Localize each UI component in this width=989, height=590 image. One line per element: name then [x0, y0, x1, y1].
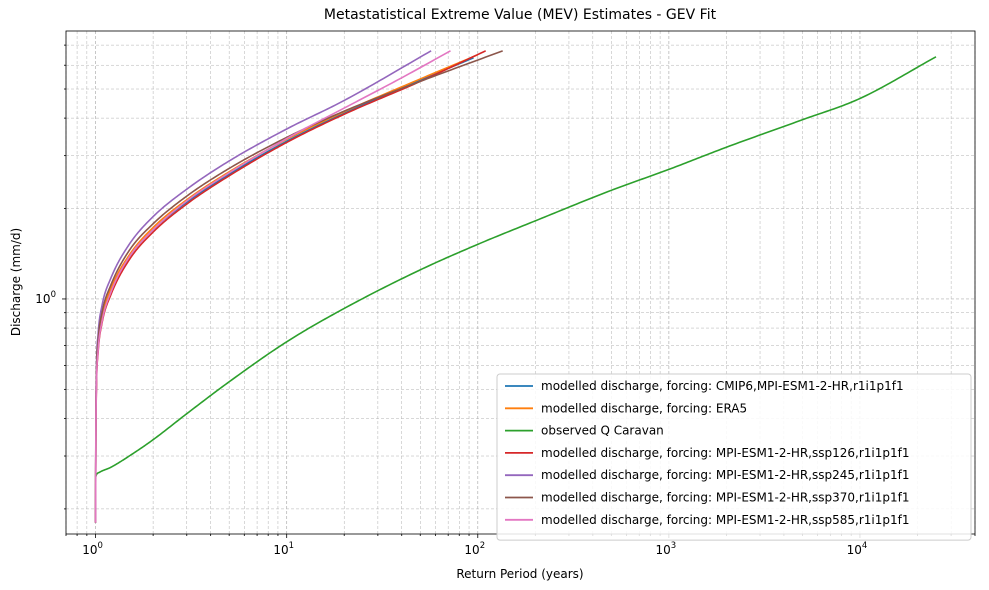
series-group: [94, 50, 937, 523]
legend-label-5: modelled discharge, forcing: MPI-ESM1-2-…: [541, 468, 909, 482]
grid-major: [66, 31, 975, 534]
axis-ticks: 100 101 102 103 104 100: [35, 44, 976, 557]
series-line-7: [94, 50, 451, 523]
series-line-3: [94, 56, 937, 478]
series-line-1: [94, 57, 474, 523]
legend-label-2: modelled discharge, forcing: ERA5: [541, 401, 747, 415]
y-axis-label: Discharge (mm/d): [9, 228, 23, 336]
legend-label-7: modelled discharge, forcing: MPI-ESM1-2-…: [541, 513, 909, 527]
x-tick-label: 104: [847, 541, 868, 557]
x-tick-label: 100: [82, 541, 103, 557]
series-line-6: [94, 50, 503, 523]
x-axis-label: Return Period (years): [456, 567, 583, 581]
legend: modelled discharge, forcing: CMIP6,MPI-E…: [496, 373, 972, 541]
x-tick-label: 102: [464, 541, 485, 557]
y-tick-label: 100: [35, 290, 56, 306]
legend-box: [496, 373, 972, 541]
legend-label-6: modelled discharge, forcing: MPI-ESM1-2-…: [541, 491, 909, 505]
x-tick-label: 103: [656, 541, 677, 557]
legend-label-4: modelled discharge, forcing: MPI-ESM1-2-…: [541, 446, 909, 460]
legend-label-3: observed Q Caravan: [541, 424, 664, 438]
chart-title: Metastatistical Extreme Value (MEV) Esti…: [324, 7, 717, 23]
x-tick-label: 101: [273, 541, 294, 557]
legend-label-1: modelled discharge, forcing: CMIP6,MPI-E…: [541, 379, 904, 393]
series-line-5: [94, 50, 432, 523]
series-line-4: [94, 50, 487, 523]
